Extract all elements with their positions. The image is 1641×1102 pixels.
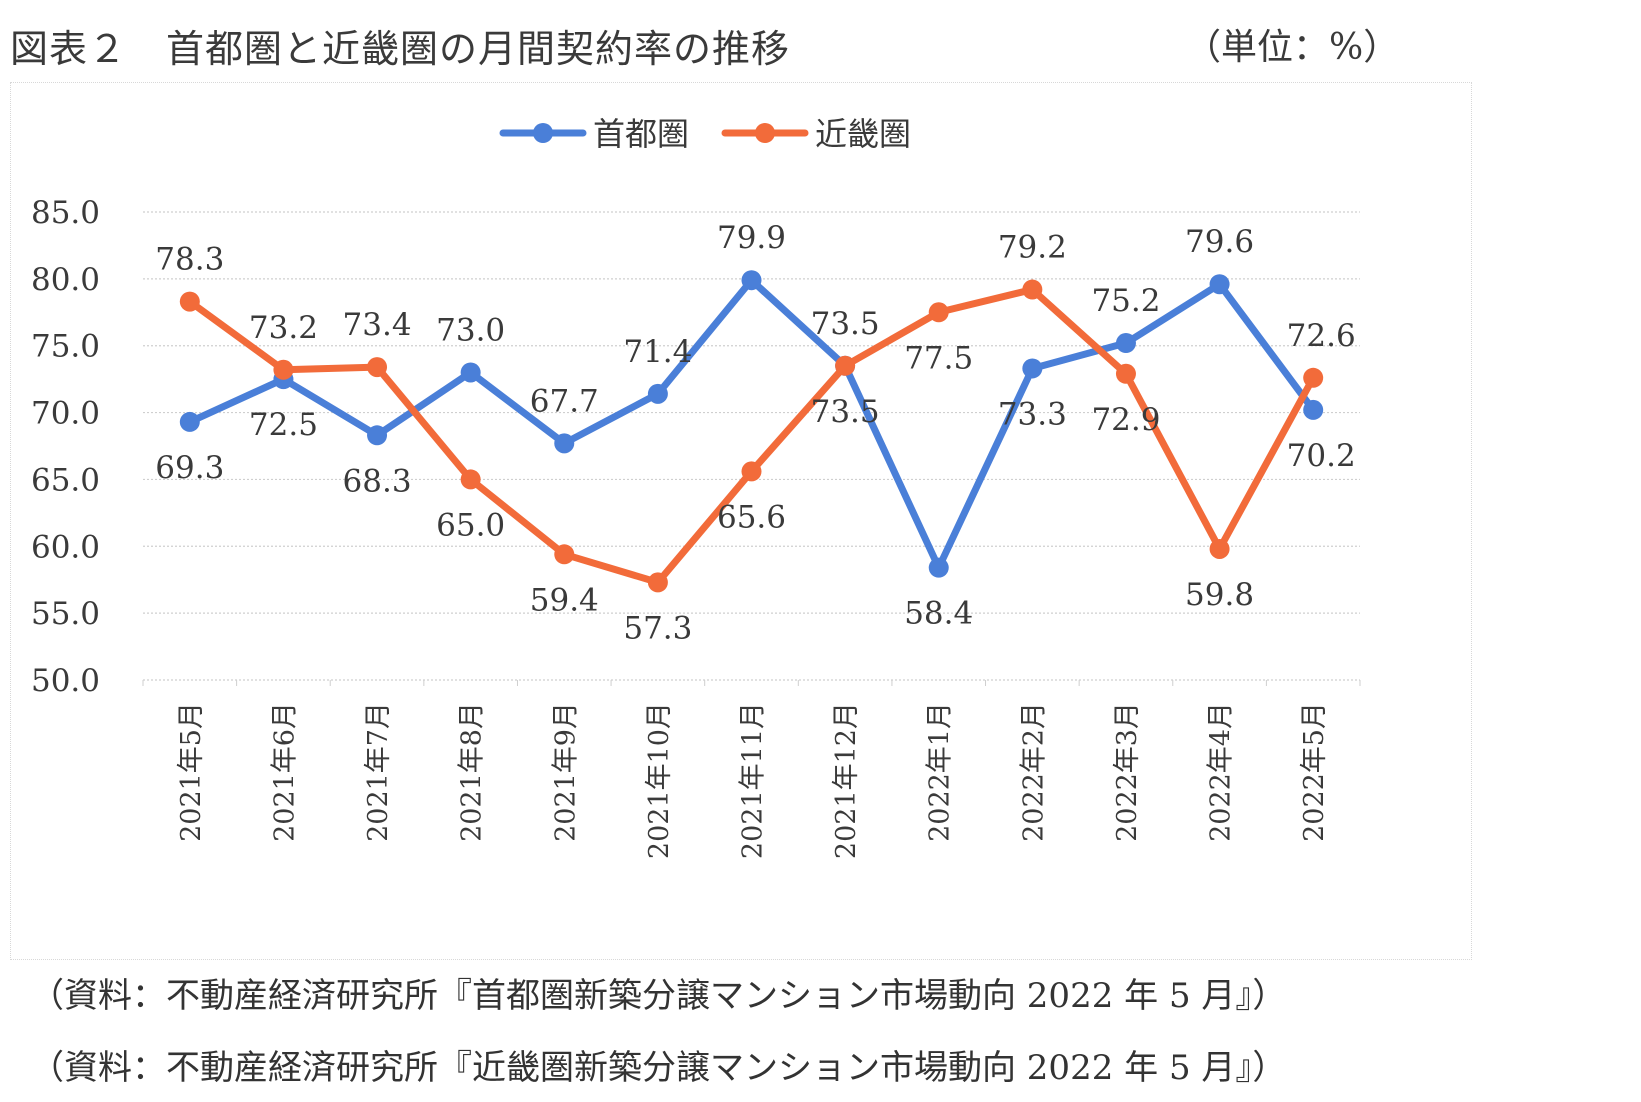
y-tick-label: 60.0 — [31, 529, 100, 565]
data-point-tokyo — [460, 362, 481, 383]
x-tick-label: 2021年5月 — [176, 702, 207, 842]
data-label-kinki: 77.5 — [904, 340, 973, 376]
data-label-tokyo: 68.3 — [343, 463, 412, 499]
data-label-tokyo: 73.5 — [811, 306, 880, 342]
x-tick-label: 2022年1月 — [925, 702, 956, 842]
data-label-kinki: 72.9 — [1091, 402, 1160, 438]
data-label-tokyo: 58.4 — [904, 596, 973, 632]
data-label-kinki: 73.5 — [811, 394, 880, 430]
data-label-kinki: 79.2 — [998, 230, 1067, 266]
data-point-kinki — [835, 355, 856, 376]
data-label-tokyo: 71.4 — [623, 334, 692, 370]
legend-marker-kinki — [755, 123, 775, 143]
data-label-kinki: 72.6 — [1287, 318, 1356, 354]
legend-marker-tokyo — [533, 123, 553, 143]
data-label-tokyo: 79.9 — [717, 220, 786, 256]
line-chart: 首都圏 近畿圏 50.055.060.065.070.075.080.085.0 … — [31, 115, 1361, 859]
data-label-kinki: 65.0 — [436, 507, 505, 543]
data-label-tokyo: 73.3 — [998, 396, 1067, 432]
data-point-kinki — [1022, 279, 1043, 300]
data-point-tokyo — [1022, 358, 1043, 379]
data-point-tokyo — [1303, 399, 1324, 420]
data-point-kinki — [367, 357, 388, 378]
data-point-kinki — [179, 291, 200, 312]
y-tick-label: 75.0 — [31, 329, 100, 365]
data-point-kinki — [928, 302, 949, 323]
data-point-tokyo — [741, 270, 762, 291]
data-point-tokyo — [1209, 274, 1230, 295]
y-tick-label: 85.0 — [31, 195, 100, 231]
data-point-tokyo — [928, 557, 949, 578]
legend-label-tokyo: 首都圏 — [593, 115, 689, 153]
data-label-kinki: 57.3 — [623, 610, 692, 646]
figure-title: 図表２ 首都圏と近畿圏の月間契約率の推移 — [10, 27, 791, 71]
y-tick-label: 55.0 — [31, 596, 100, 632]
data-label-tokyo: 69.3 — [155, 450, 224, 486]
data-label-kinki: 73.2 — [249, 310, 318, 346]
legend-label-kinki: 近畿圏 — [815, 115, 911, 153]
y-axis: 50.0 55.0 60.0 65.0 70.0 75.0 80.0 85.0 — [31, 195, 100, 699]
x-tick-label: 2022年2月 — [1018, 702, 1049, 842]
data-point-tokyo — [647, 383, 668, 404]
x-tick-label: 2021年10月 — [644, 702, 675, 859]
y-tick-label: 80.0 — [31, 262, 100, 298]
x-tick-label: 2021年12月 — [831, 702, 862, 859]
data-label-tokyo: 79.6 — [1185, 224, 1254, 260]
x-tick-label: 2021年8月 — [457, 702, 488, 842]
y-tick-label: 50.0 — [31, 663, 100, 699]
y-tick-label: 70.0 — [31, 396, 100, 432]
data-point-kinki — [741, 461, 762, 482]
data-label-tokyo: 73.0 — [436, 312, 505, 348]
source-note-tokyo: （資料：不動産経済研究所『首都圏新築分譲マンション市場動向 2022 年 5 月… — [30, 976, 1287, 1016]
data-point-kinki — [554, 544, 575, 565]
data-label-kinki: 59.8 — [1185, 577, 1254, 613]
data-label-tokyo: 67.7 — [530, 383, 599, 419]
data-point-kinki — [1209, 538, 1230, 559]
data-point-kinki — [460, 469, 481, 490]
data-label-kinki: 78.3 — [155, 242, 224, 278]
chart-frame — [10, 82, 1472, 960]
x-axis: 2021年5月 2021年6月 2021年7月 2021年8月 2021年9月 2021年… — [142, 680, 1361, 859]
data-point-tokyo — [179, 411, 200, 432]
x-tick-label: 2021年7月 — [363, 702, 394, 842]
data-label-tokyo: 72.5 — [249, 407, 318, 443]
x-tick-label: 2021年9月 — [550, 702, 581, 842]
data-point-kinki — [273, 359, 294, 380]
series-group — [179, 270, 1324, 593]
data-label-kinki: 73.4 — [343, 307, 412, 343]
x-tick-label: 2022年3月 — [1112, 702, 1143, 842]
data-labels: 69.3 72.5 68.3 73.0 67.7 71.4 79.9 73.5 58.4 73.3… — [155, 220, 1355, 646]
x-tick-label: 2021年11月 — [738, 702, 769, 859]
x-tick-label: 2021年6月 — [269, 702, 300, 842]
data-label-kinki: 59.4 — [530, 582, 599, 618]
legend: 首都圏 近畿圏 — [499, 115, 911, 153]
source-note-kinki: （資料：不動産経済研究所『近畿圏新築分譲マンション市場動向 2022 年 5 月… — [30, 1048, 1287, 1088]
x-tick-label: 2022年5月 — [1299, 702, 1330, 842]
data-label-tokyo: 75.2 — [1091, 283, 1160, 319]
data-point-tokyo — [1115, 333, 1136, 354]
data-label-tokyo: 70.2 — [1287, 438, 1356, 474]
data-point-tokyo — [554, 433, 575, 454]
data-point-tokyo — [367, 425, 388, 446]
y-tick-label: 65.0 — [31, 462, 100, 498]
data-point-kinki — [647, 572, 668, 593]
x-tick-label: 2022年4月 — [1206, 702, 1237, 842]
unit-label: （単位：%） — [1185, 27, 1400, 68]
data-label-kinki: 65.6 — [717, 499, 786, 535]
data-point-kinki — [1303, 367, 1324, 388]
data-point-kinki — [1115, 363, 1136, 384]
